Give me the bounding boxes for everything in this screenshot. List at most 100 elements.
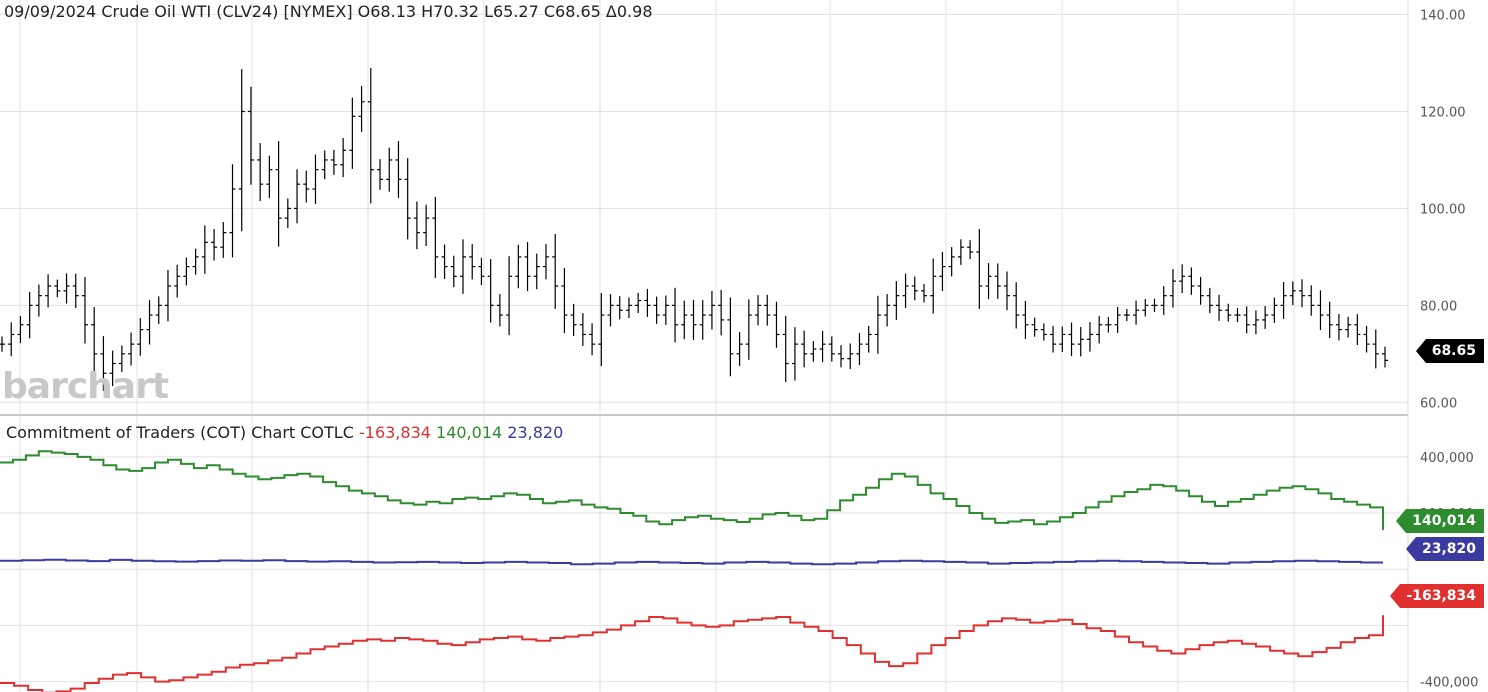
ohlc-bar — [1003, 271, 1010, 311]
ohlc-bar — [1372, 329, 1379, 369]
ohlc-bar — [45, 274, 52, 308]
ohlc-bar — [736, 332, 743, 366]
ohlc-bar — [487, 259, 494, 323]
ohlc-bar — [847, 343, 854, 370]
ohlc-bar — [948, 247, 955, 277]
ohlc-bar — [266, 155, 273, 199]
ohlc-bar — [1262, 306, 1269, 329]
ohlc-bar — [930, 258, 937, 314]
ohlc-bar — [506, 256, 513, 336]
ohlc-bar — [1068, 322, 1075, 357]
ohlc-bar — [349, 97, 356, 169]
price-axis-tick-label: 80.00 — [1420, 299, 1457, 314]
ohlc-bar — [100, 336, 107, 391]
ohlc-bar — [1243, 306, 1250, 334]
ohlc-bar — [653, 296, 660, 324]
ohlc-bar — [386, 147, 393, 192]
commercials-line — [0, 615, 1384, 692]
last-price-badge: 68.65 — [1415, 339, 1484, 363]
ohlc-bar — [312, 154, 319, 205]
ohlc-bar — [616, 296, 623, 320]
ohlc-bar — [247, 86, 254, 185]
ohlc-bar — [201, 225, 208, 274]
ohlc-bar — [146, 300, 153, 345]
ohlc-bar — [496, 294, 503, 327]
price-header: 09/09/2024 Crude Oil WTI (CLV24) [NYMEX]… — [4, 2, 653, 21]
ohlc-bar — [745, 299, 752, 360]
ohlc-bar — [358, 86, 365, 133]
instrument-name: Crude Oil WTI (CLV24) [NYMEX] — [101, 2, 353, 21]
small-traders-line — [0, 558, 1383, 566]
ohlc-bar — [1096, 315, 1103, 344]
ohlc-bar — [801, 330, 808, 368]
ohlc-bar — [26, 291, 33, 339]
ohlc-bar — [229, 164, 236, 258]
ohlc-bar — [810, 341, 817, 362]
ohlc-bar — [1234, 308, 1241, 323]
large-speculators-line — [0, 450, 1384, 530]
ohlc-bar — [1123, 309, 1130, 322]
ohlc-bar — [967, 240, 974, 260]
ohlc-bar — [17, 316, 24, 344]
ohlc-bar — [939, 251, 946, 291]
ohlc-bar — [542, 244, 549, 280]
ohlc-bar — [377, 159, 384, 190]
ohlc-bar — [404, 158, 411, 240]
price-axis-tick-label: 120.00 — [1420, 105, 1466, 120]
ohlc-bar — [1151, 298, 1158, 313]
ohlc-bar — [321, 150, 328, 180]
ohlc-bar — [1345, 316, 1352, 338]
ohlc-bar — [1086, 322, 1093, 352]
ohlc-bar — [1142, 299, 1149, 317]
grid-lines — [0, 0, 1408, 692]
ohlc-bar — [635, 292, 642, 314]
ohlc-bar — [118, 345, 125, 372]
ohlc-bar — [155, 296, 162, 325]
ohlc-bar — [330, 149, 337, 175]
ohlc-bar — [579, 313, 586, 347]
ohlc-bar — [441, 244, 448, 280]
ohlc-bar — [533, 253, 540, 290]
ohlc-bar — [718, 289, 725, 336]
ohlc-bar — [395, 141, 402, 199]
ohlc-bar — [838, 345, 845, 368]
ohlc-bar — [727, 297, 734, 377]
ohlc-bar — [1326, 301, 1333, 339]
ohlc-bar — [884, 294, 891, 327]
ohlc-bar — [625, 297, 632, 319]
ohlc-bar — [284, 198, 291, 229]
ohlc-bar — [460, 239, 466, 294]
price-axis-tick-label: 100.00 — [1420, 202, 1466, 217]
ohlc-bar — [570, 303, 577, 336]
ohlc-bar — [524, 242, 531, 292]
ohlc-bar — [672, 287, 679, 343]
ohlc-bar — [0, 336, 5, 352]
ohlc-bar — [985, 263, 992, 300]
ohlc-bar — [552, 233, 559, 309]
ohlc-bar — [340, 138, 347, 178]
ohlc-bar — [423, 204, 430, 247]
barchart-watermark: barchart — [2, 366, 169, 407]
ohlc-bar — [994, 263, 1001, 299]
ohlc-bar — [137, 318, 144, 356]
ohlc-bar — [8, 322, 15, 357]
ohlc-bar — [413, 201, 420, 250]
price-ohlc-series — [0, 68, 1388, 391]
ohlc-bar — [81, 276, 88, 344]
ohlc-bar — [1031, 317, 1038, 337]
commercials-badge: -163,834 — [1390, 584, 1484, 608]
ohlc-bar — [662, 295, 669, 325]
ohlc-bar — [1216, 294, 1223, 321]
ohlc-bar — [303, 170, 310, 203]
ohlc-bar — [72, 273, 79, 308]
ohlc-bar — [1160, 286, 1167, 315]
ohlc-bar — [589, 323, 596, 356]
ohlc-bar — [174, 264, 181, 298]
ohlc-bar — [1363, 326, 1370, 353]
ohlc-bar — [708, 290, 715, 330]
price-axis-tick-label: 60.00 — [1420, 396, 1457, 411]
ohlc-bar — [819, 330, 826, 363]
ohlc-bar — [450, 255, 457, 288]
cot-title: Commitment of Traders (COT) Chart COTLC — [6, 423, 354, 442]
